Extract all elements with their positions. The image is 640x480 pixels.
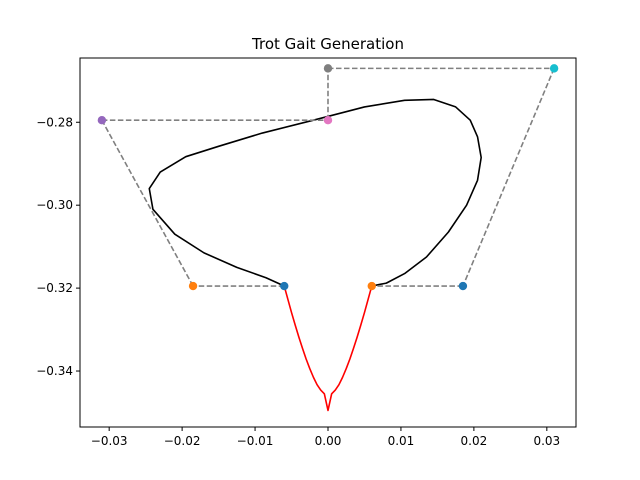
y-tick-label: −0.34 xyxy=(36,364,73,378)
y-tick-label: −0.30 xyxy=(36,198,73,212)
x-tick-label: −0.03 xyxy=(91,434,128,448)
control-point-8 xyxy=(367,281,376,291)
x-tick-label: 0.01 xyxy=(388,434,415,448)
y-axis: −0.34 −0.32 −0.30 −0.28 xyxy=(36,115,80,378)
control-point-5 xyxy=(323,64,333,73)
control-point-6 xyxy=(549,64,559,73)
series-layer xyxy=(148,98,482,412)
control-point-3 xyxy=(97,115,107,125)
chart-title: Trot Gait Generation xyxy=(251,35,404,53)
control-point-1 xyxy=(280,281,289,291)
series-line-1 xyxy=(148,98,482,287)
x-tick-label: 0.02 xyxy=(461,434,488,448)
x-tick-label: 0.00 xyxy=(315,434,342,448)
x-tick-label: −0.01 xyxy=(237,434,274,448)
control-points-layer xyxy=(97,64,559,291)
y-tick-label: −0.32 xyxy=(36,281,73,295)
control-polygon-segment xyxy=(462,68,555,287)
control-polygon-layer xyxy=(101,67,555,287)
x-tick-label: −0.02 xyxy=(164,434,201,448)
control-point-4 xyxy=(323,115,333,125)
series-line-2 xyxy=(283,285,373,412)
control-point-7 xyxy=(458,281,468,291)
control-point-2 xyxy=(188,281,198,291)
x-tick-label: 0.03 xyxy=(533,434,560,448)
x-axis: −0.03 −0.02 −0.01 0.00 0.01 0.02 0.03 xyxy=(91,427,560,448)
y-tick-label: −0.28 xyxy=(36,115,73,129)
